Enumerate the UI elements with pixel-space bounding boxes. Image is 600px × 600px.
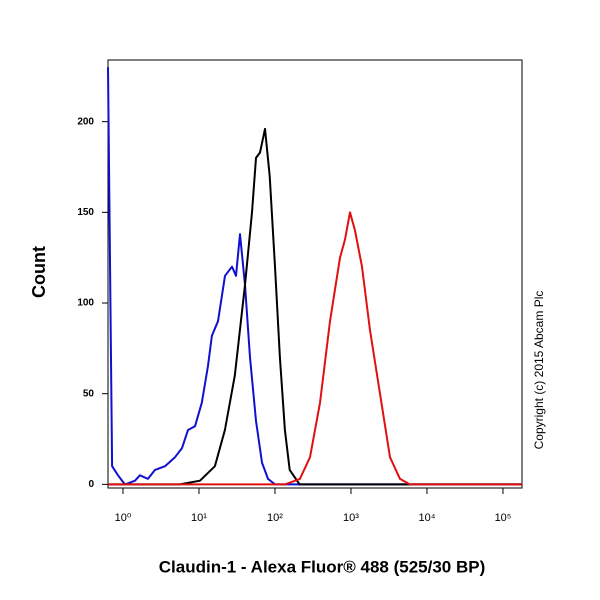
series-line <box>108 127 522 486</box>
y-tick-label: 0 <box>88 479 94 490</box>
x-tick-label: 10¹ <box>191 512 207 524</box>
plot-frame <box>107 59 523 489</box>
copyright: Copyright (c) 2015 Abcam Plc <box>532 291 546 450</box>
x-tick-label: 10³ <box>343 512 359 524</box>
x-axis-label: Claudin-1 - Alexa Fluor® 488 (525/30 BP) <box>159 557 486 576</box>
x-tick-label: 10⁰ <box>115 512 132 524</box>
x-tick-label: 10² <box>267 512 283 524</box>
x-tick-label: 10⁵ <box>495 512 512 524</box>
y-tick-label: 100 <box>77 298 94 309</box>
x-tick-label: 10⁴ <box>418 512 435 524</box>
series-line <box>108 211 522 486</box>
y-tick-label: 200 <box>77 116 94 127</box>
y-tick-label: 150 <box>77 207 94 218</box>
series-line <box>107 67 522 486</box>
y-axis-label: Count <box>29 246 49 298</box>
y-tick-label: 50 <box>83 388 95 399</box>
